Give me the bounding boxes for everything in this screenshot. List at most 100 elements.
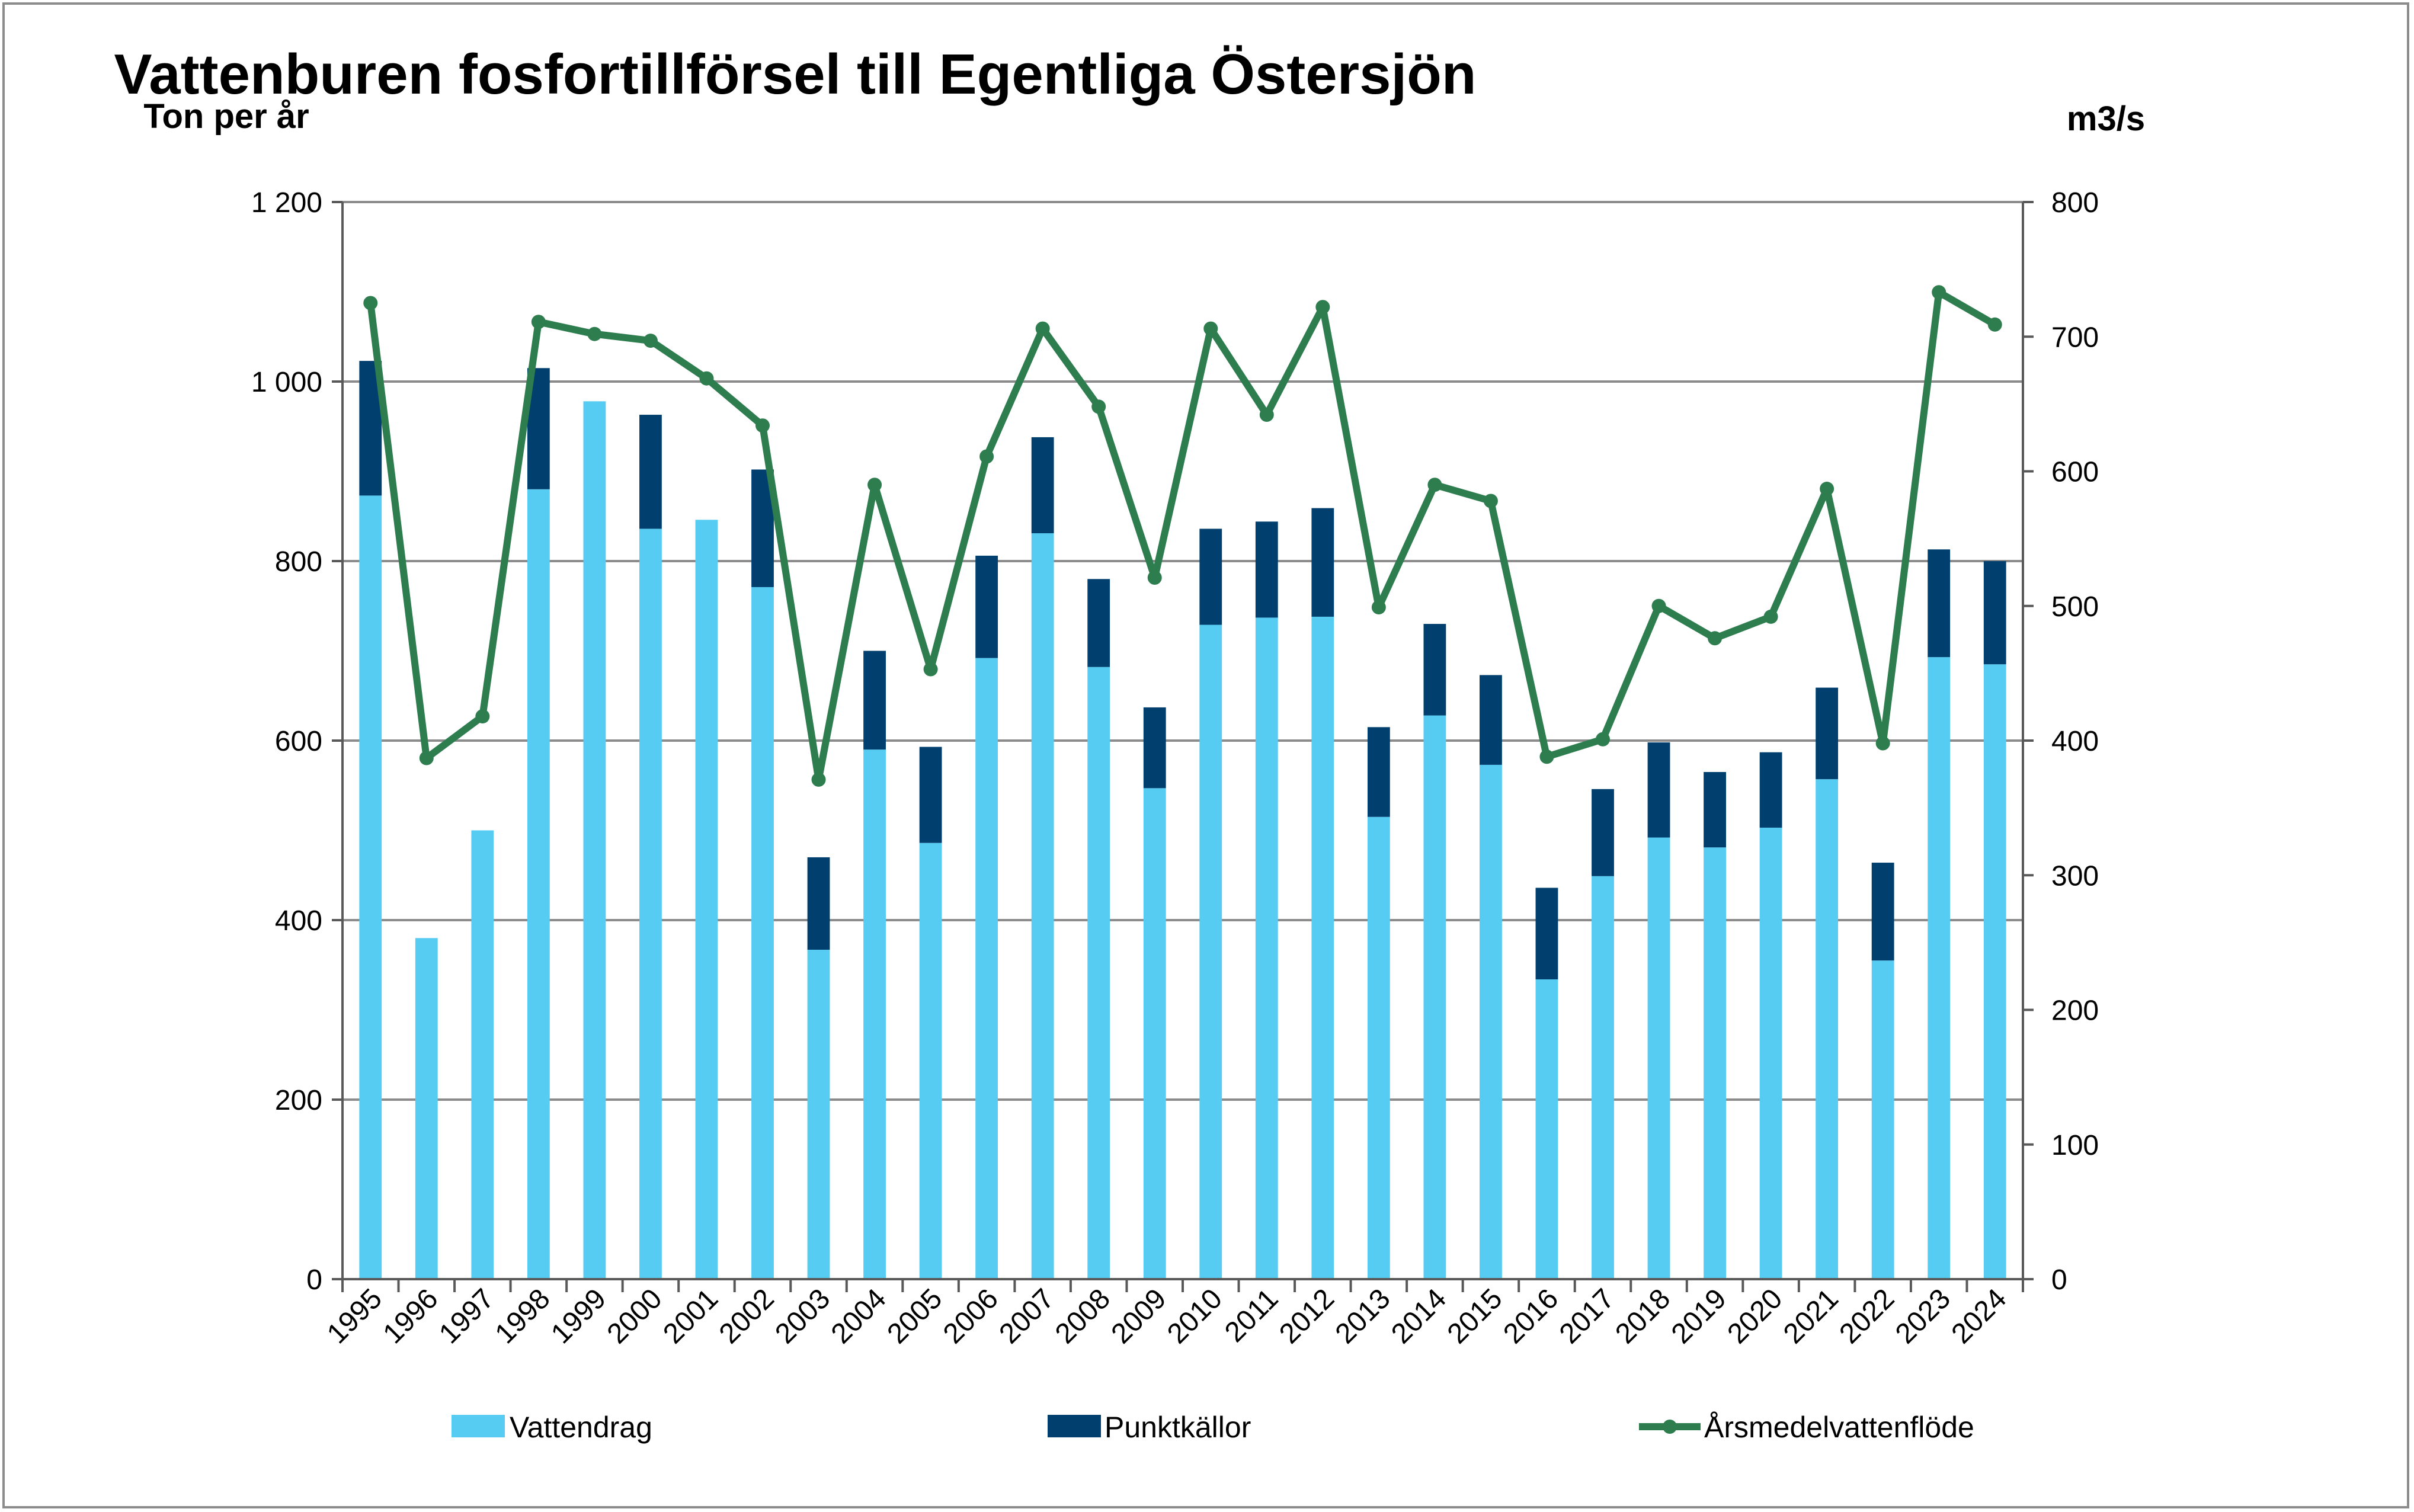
- bar-punktkallor: [919, 747, 942, 843]
- right-tick-label: 100: [2051, 1130, 2099, 1161]
- bar-punktkallor: [807, 857, 830, 950]
- point-arsmedelvattenflode: [1483, 494, 1498, 508]
- bar-vattendrag: [1535, 979, 1558, 1279]
- bar-vattendrag: [1143, 788, 1166, 1279]
- point-arsmedelvattenflode: [643, 334, 658, 348]
- left-tick-label: 1 200: [251, 187, 322, 219]
- right-tick-label: 800: [2051, 187, 2099, 219]
- x-tick-label: 1995: [321, 1283, 388, 1350]
- bar-punktkallor: [639, 415, 662, 529]
- point-arsmedelvattenflode: [363, 296, 378, 310]
- bar-punktkallor: [1423, 624, 1446, 716]
- bar-vattendrag: [1983, 664, 2006, 1279]
- bar-punktkallor: [1311, 508, 1334, 617]
- left-axis-ticks: 0 200 400 600 800 1 000 1 200: [251, 187, 342, 1296]
- x-tick-label: 2006: [937, 1283, 1004, 1350]
- x-tick-label: 2003: [769, 1283, 836, 1350]
- left-tick-label: 800: [275, 546, 322, 578]
- x-tick-label: 2008: [1049, 1283, 1116, 1350]
- line-arsmedelvattenflode: [367, 289, 1997, 783]
- bar-vattendrag: [1480, 764, 1502, 1279]
- bar-punktkallor: [975, 555, 998, 658]
- x-tick-label: 2023: [1890, 1283, 1957, 1350]
- bar-vattendrag: [1816, 779, 1839, 1279]
- point-arsmedelvattenflode: [1427, 478, 1442, 492]
- x-tick-label: 2024: [1946, 1283, 2013, 1350]
- x-tick-label: 2017: [1554, 1283, 1621, 1350]
- x-tick-label: 2009: [1106, 1283, 1173, 1350]
- point-arsmedelvattenflode: [699, 371, 714, 386]
- bar-vattendrag: [583, 401, 606, 1279]
- x-tick-label: 2001: [657, 1283, 724, 1350]
- right-tick-label: 500: [2051, 591, 2099, 623]
- x-tick-label: 2000: [601, 1283, 668, 1350]
- left-tick-label: 600: [275, 726, 322, 757]
- point-arsmedelvattenflode: [1091, 399, 1106, 414]
- bar-vattendrag: [1704, 847, 1726, 1279]
- bar-vattendrag: [919, 843, 942, 1279]
- x-tick-label: 1999: [545, 1283, 612, 1350]
- x-tick-label: 2016: [1497, 1283, 1564, 1350]
- point-arsmedelvattenflode: [1932, 285, 1946, 300]
- bar-punktkallor: [1480, 675, 1502, 765]
- point-arsmedelvattenflode: [1651, 598, 1666, 613]
- left-tick-label: 0: [306, 1264, 322, 1296]
- point-arsmedelvattenflode: [923, 662, 938, 677]
- x-tick-label: 2012: [1273, 1283, 1340, 1350]
- bar-punktkallor: [1928, 549, 1951, 658]
- point-arsmedelvattenflode: [1820, 482, 1834, 496]
- point-arsmedelvattenflode: [1708, 631, 1723, 646]
- right-tick-label: 400: [2051, 726, 2099, 757]
- point-arsmedelvattenflode: [1596, 732, 1610, 747]
- left-tick-label: 400: [275, 905, 322, 937]
- x-tick-label: 2002: [713, 1283, 780, 1350]
- chart: Vattenburen fosfortillförsel till Egentl…: [114, 43, 2146, 1444]
- x-tick-label: 1996: [377, 1283, 444, 1350]
- bar-vattendrag: [359, 495, 382, 1279]
- right-tick-label: 200: [2051, 995, 2099, 1027]
- x-tick-label: 2019: [1666, 1283, 1733, 1350]
- bar-vattendrag: [415, 938, 438, 1279]
- bar-vattendrag: [863, 749, 886, 1279]
- x-axis-ticks: 1995199619971998199920002001200220032004…: [321, 1279, 2024, 1350]
- point-arsmedelvattenflode: [1203, 321, 1218, 336]
- right-tick-label: 300: [2051, 860, 2099, 892]
- bar-punktkallor: [1143, 707, 1166, 789]
- left-axis-label: Ton per år: [143, 97, 309, 136]
- bar-punktkallor: [1871, 863, 1894, 961]
- line-layer: [363, 285, 2002, 787]
- point-arsmedelvattenflode: [755, 418, 770, 433]
- legend: Vattendrag Punktkällor Årsmedelvattenflö…: [452, 1411, 1974, 1444]
- legend-label-punktkallor: Punktkällor: [1104, 1411, 1251, 1444]
- bar-punktkallor: [1592, 789, 1614, 876]
- bar-vattendrag: [1759, 827, 1782, 1279]
- bar-vattendrag: [1647, 837, 1670, 1279]
- bar-punktkallor: [1087, 579, 1110, 667]
- point-arsmedelvattenflode: [475, 709, 490, 724]
- bar-vattendrag: [1928, 657, 1951, 1279]
- bar-vattendrag: [1423, 715, 1446, 1279]
- point-arsmedelvattenflode: [1987, 317, 2002, 332]
- bar-punktkallor: [1031, 437, 1054, 534]
- bar-vattendrag: [1255, 617, 1278, 1279]
- left-tick-label: 1 000: [251, 367, 322, 398]
- bar-punktkallor: [1983, 561, 2006, 665]
- legend-swatch-vattendrag: [452, 1415, 505, 1437]
- bar-vattendrag: [1592, 876, 1614, 1279]
- bar-vattendrag: [1087, 667, 1110, 1279]
- chart-title: Vattenburen fosfortillförsel till Egentl…: [114, 43, 1477, 106]
- x-tick-label: 2005: [881, 1283, 948, 1350]
- point-arsmedelvattenflode: [1875, 736, 1890, 751]
- bar-vattendrag: [1367, 816, 1390, 1279]
- x-tick-label: 2020: [1721, 1283, 1788, 1350]
- x-tick-label: 2015: [1442, 1283, 1509, 1350]
- right-axis-label: m3/s: [2067, 100, 2145, 138]
- point-arsmedelvattenflode: [979, 449, 994, 464]
- right-tick-label: 600: [2051, 457, 2099, 488]
- point-arsmedelvattenflode: [867, 478, 882, 492]
- right-axis-ticks: 0 100 200 300 400 500 600 700 800: [2023, 187, 2099, 1296]
- point-arsmedelvattenflode: [419, 751, 434, 765]
- x-tick-label: 2014: [1385, 1283, 1452, 1350]
- legend-label-arsmedelvattenflode: Årsmedelvattenflöde: [1704, 1411, 1974, 1444]
- x-tick-label: 2013: [1330, 1283, 1397, 1350]
